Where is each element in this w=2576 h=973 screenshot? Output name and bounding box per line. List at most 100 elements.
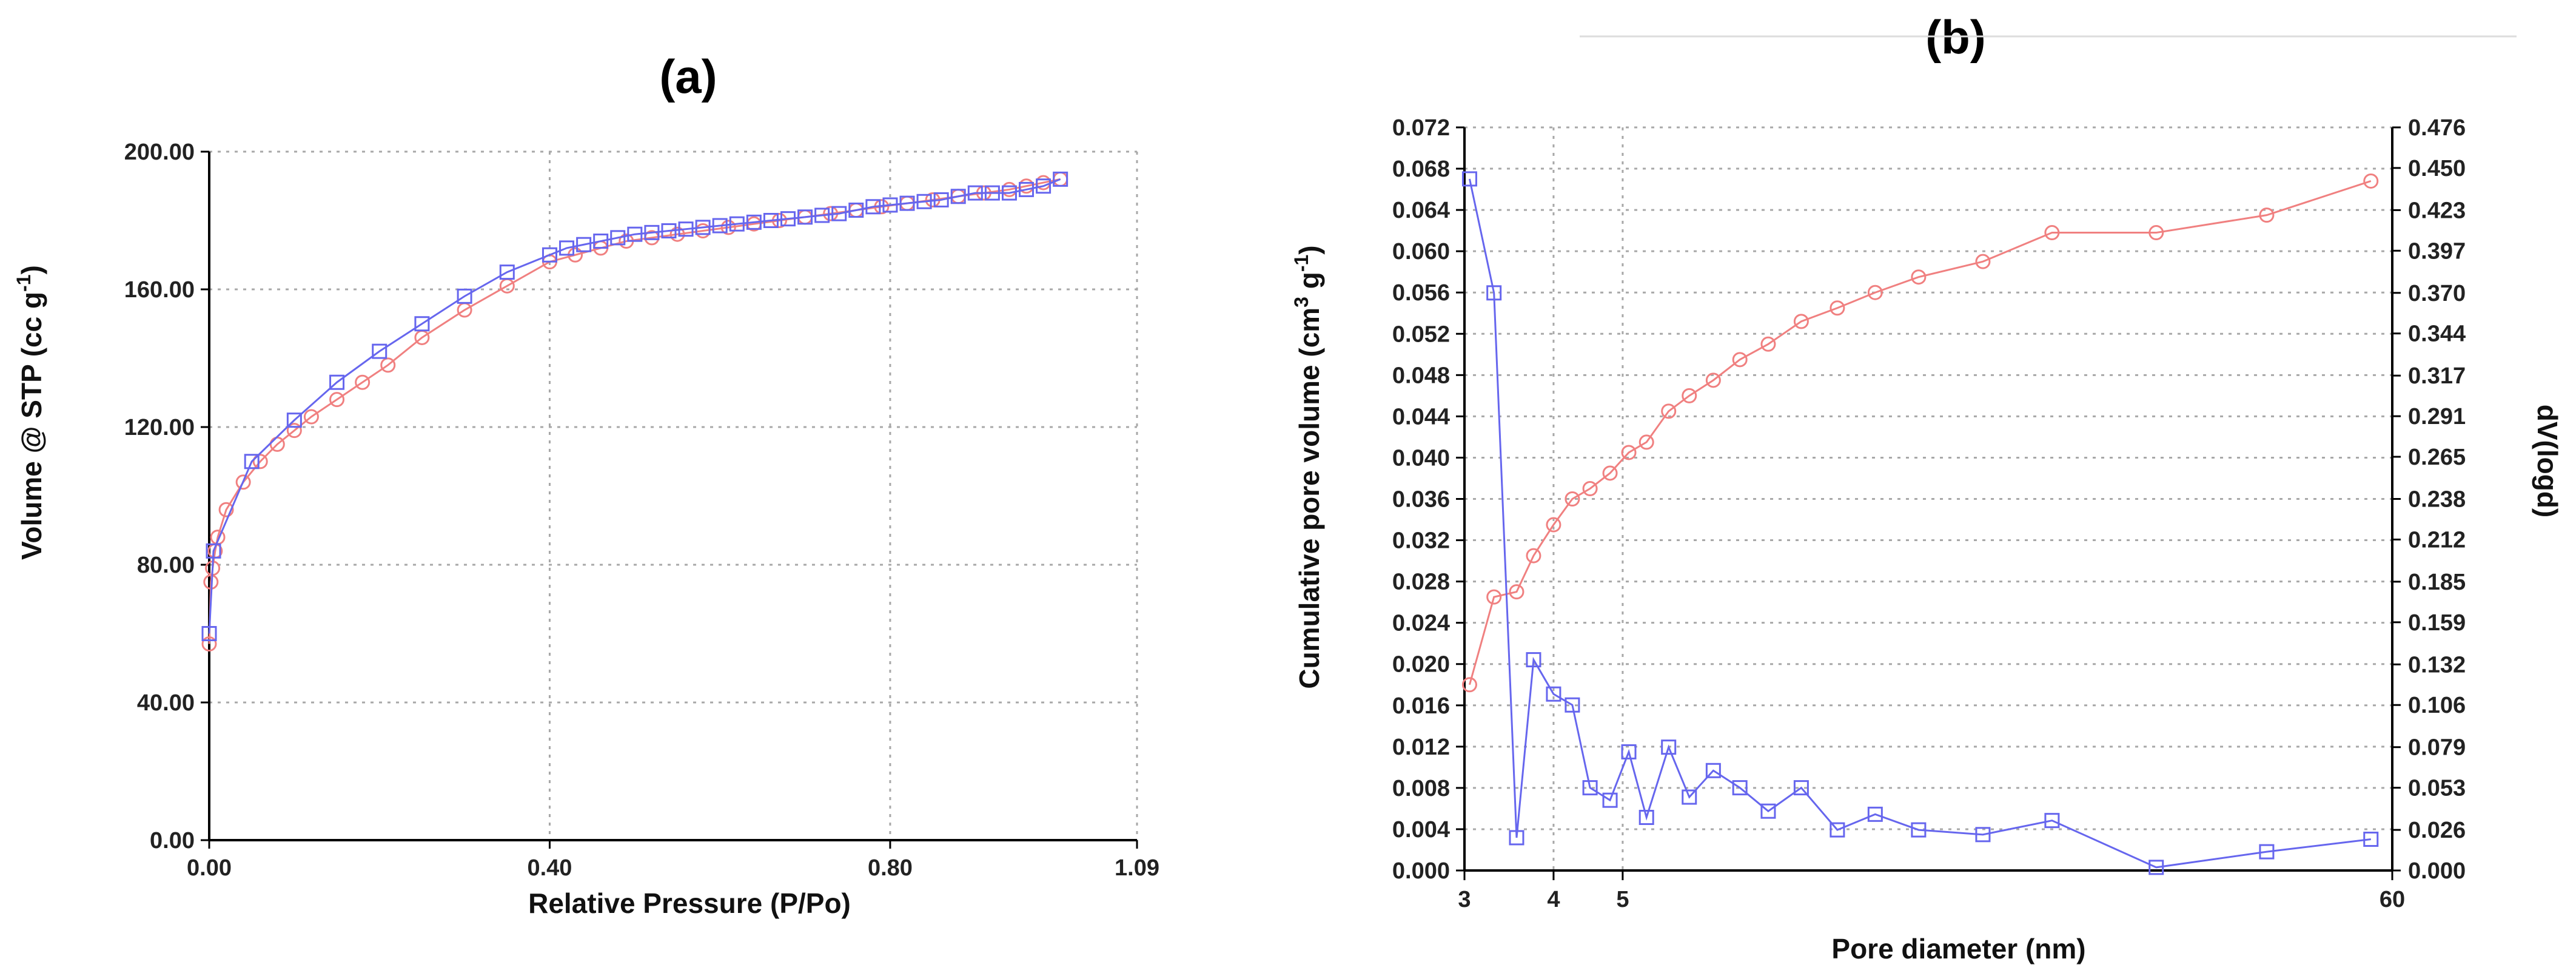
panel-a-axes — [201, 150, 1138, 849]
panel-b-ytick-label-right: 0.185 — [2408, 570, 2466, 595]
panel-a-point-desorption — [206, 543, 221, 559]
panel-a-point-desorption — [763, 213, 779, 228]
panel-a-grid — [209, 150, 1138, 840]
panel-a-point-desorption — [797, 209, 813, 225]
panel-b-point-right — [2363, 832, 2379, 847]
panel-a-series-line-desorption — [208, 178, 1061, 634]
panel-b-ytick-label-right: 0.079 — [2408, 735, 2466, 761]
panel-a-point-desorption — [201, 626, 217, 641]
panel-a-point-desorption — [695, 220, 711, 235]
panel-a-point-desorption — [746, 214, 762, 230]
panel-a-point-desorption — [244, 454, 260, 470]
panel-b-point-left — [2148, 225, 2164, 241]
panel-a-point-desorption — [831, 206, 847, 221]
panel-a-point-adsorption — [235, 474, 251, 490]
panel-b-point-left — [1975, 254, 1991, 269]
panel-b-ytick-label: 0.032 — [1392, 528, 1450, 554]
panel-b-ytick-label-right: 0.106 — [2408, 693, 2466, 718]
panel-b-point-right — [1661, 739, 1677, 755]
panel-a-x-axis-label: Relative Pressure (P/Po) — [528, 887, 851, 919]
panel-b-right-axis-label: dV(logd) — [2532, 405, 2563, 518]
panel-a-point-desorption — [712, 218, 728, 234]
panel-a-series — [201, 171, 1068, 652]
panel-a-point-desorption — [1053, 171, 1068, 187]
panel-a-y-axis-label: Volume @ STP (cc g-1) — [13, 265, 47, 560]
panel-b-point-right — [1975, 827, 1991, 843]
panel-a-point-adsorption — [252, 454, 268, 470]
panel-a-point-desorption — [593, 234, 609, 249]
panel-b-point-left — [1760, 336, 1776, 352]
panel-b-point-right — [1582, 780, 1598, 796]
panel-b-point-left — [1911, 269, 1927, 285]
panel-b-ytick-label-right: 0.450 — [2408, 156, 2466, 181]
panel-b-point-right — [1793, 780, 1809, 796]
panel-b-point-left — [2259, 207, 2275, 223]
panel-b-point-right — [1830, 822, 1845, 838]
panel-b-xtick-label: 3 — [1458, 887, 1471, 912]
panel-b-ylabel-sup2: -1 — [1290, 255, 1312, 272]
panel-b-xtick-label: 5 — [1616, 887, 1629, 912]
panel-b-point-right — [1639, 810, 1654, 825]
panel-b-ylabel-mid: g — [1293, 272, 1325, 297]
panel-b-point-left — [1705, 372, 1721, 388]
panel-a-point-desorption — [610, 230, 626, 246]
panel-b-series-line-right — [1468, 178, 2371, 869]
panel-b-point-left — [1639, 434, 1654, 450]
panel-b-axes — [1456, 126, 2401, 880]
panel-a-point-adsorption — [329, 392, 345, 408]
panel-b-ytick-label: 0.004 — [1392, 817, 1450, 843]
panel-b: (b) 0.0000.0040.0080.0120.0160.0200.0240… — [1290, 10, 2563, 965]
panel-a-title: (a) — [659, 50, 717, 103]
panel-b-point-left — [1461, 677, 1477, 693]
panel-a-point-desorption — [899, 195, 915, 211]
panel-a-point-desorption — [559, 240, 575, 256]
panel-b-ytick-label-right: 0.132 — [2408, 652, 2466, 678]
panel-b-point-right — [1760, 803, 1776, 819]
panel-b-series-line-left — [1468, 180, 2372, 685]
panel-b-point-right — [1461, 171, 1477, 187]
panel-b-point-left — [1732, 352, 1748, 368]
panel-b-point-left — [1830, 300, 1845, 316]
panel-b-ytick-label: 0.016 — [1392, 693, 1450, 719]
panel-a-ytick-label: 200.00 — [124, 140, 195, 165]
panel-b-point-left — [1582, 480, 1598, 496]
panel-b-point-right — [1621, 744, 1637, 759]
panel-a-xtick-label: 1.09 — [1115, 855, 1159, 881]
panel-a-ylabel-sup: -1 — [13, 274, 35, 291]
panel-b-ytick-label: 0.040 — [1392, 445, 1450, 471]
panel-b-point-left — [1682, 388, 1697, 403]
panel-a-point-desorption — [1001, 185, 1017, 201]
panel-b-point-right — [1705, 763, 1721, 778]
panel-a-point-adsorption — [380, 357, 396, 373]
panel-a-series-line-adsorption — [208, 178, 1061, 644]
panel-b-ytick-label: 0.064 — [1392, 198, 1450, 223]
panel-b-point-left — [1621, 445, 1637, 460]
panel-b-point-right — [1565, 697, 1580, 713]
panel-b-ytick-label: 0.048 — [1392, 363, 1450, 388]
panel-a-point-adsorption — [720, 220, 736, 235]
panel-a-point-adsorption — [201, 636, 217, 652]
panel-b-point-right — [1509, 830, 1524, 846]
panel-b-ytick-label-right: 0.397 — [2408, 238, 2466, 264]
panel-a-point-desorption — [372, 343, 387, 359]
panel-a-point-desorption — [457, 288, 472, 304]
panel-b-ytick-label: 0.008 — [1392, 776, 1450, 801]
panel-b-ytick-label: 0.060 — [1392, 239, 1450, 264]
panel-b-ytick-label-right: 0.291 — [2408, 404, 2466, 429]
panel-b-ytick-label-right: 0.344 — [2408, 322, 2466, 347]
panel-a-point-adsorption — [303, 409, 319, 425]
panel-a-point-desorption — [780, 211, 796, 227]
panel-b-point-right — [1911, 822, 1927, 838]
panel-a-ytick-label: 0.00 — [150, 828, 195, 853]
panel-b-ytick-label: 0.056 — [1392, 280, 1450, 306]
panel-b-ytick-label-right: 0.265 — [2408, 445, 2466, 470]
panel-b-y-axis-label: Cumulative pore volume (cm3 g-1) — [1290, 245, 1325, 689]
panel-b-point-left — [1602, 465, 1618, 481]
panel-b-xtick-label: 4 — [1547, 887, 1560, 912]
panel-a-point-adsorption — [355, 374, 371, 390]
panel-b-point-right — [1602, 792, 1618, 808]
panel-b-ytick-label: 0.036 — [1392, 487, 1450, 513]
panel-a-ytick-label: 80.00 — [137, 553, 195, 578]
panel-b-ytick-label-right: 0.000 — [2408, 858, 2466, 884]
panel-b-ytick-label: 0.052 — [1392, 322, 1450, 347]
